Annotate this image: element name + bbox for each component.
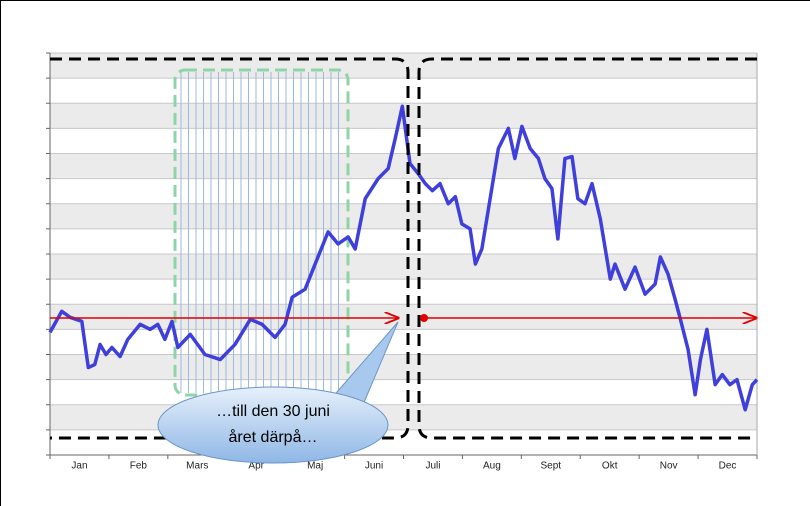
callout-text: …till den 30 juni: [216, 403, 330, 420]
x-tick-label: Juni: [365, 461, 383, 472]
x-tick-label: Feb: [130, 461, 148, 472]
callout-text: året därpå…: [229, 428, 318, 446]
x-tick-label: Sept: [541, 461, 562, 472]
x-tick-label: Dec: [719, 461, 737, 472]
band: [50, 203, 757, 229]
dashed-box-right: [417, 57, 757, 440]
band: [50, 53, 757, 79]
x-tick-label: Aug: [483, 461, 501, 472]
x-tick-label: Apr: [248, 461, 264, 472]
x-tick-label: Maj: [307, 461, 323, 472]
band: [50, 153, 757, 179]
x-tick-label: Okt: [602, 461, 618, 472]
line-series: [48, 104, 759, 412]
band: [50, 254, 757, 280]
x-tick-label: Jan: [71, 461, 87, 472]
band: [50, 304, 757, 330]
callout-bubble: [157, 386, 389, 464]
x-tick-label: Nov: [660, 461, 678, 472]
band: [50, 404, 757, 430]
x-tick-label: Mars: [186, 461, 208, 472]
band: [50, 354, 757, 380]
x-tick-label: Juli: [425, 461, 440, 472]
dashed-box-left: [50, 57, 410, 440]
